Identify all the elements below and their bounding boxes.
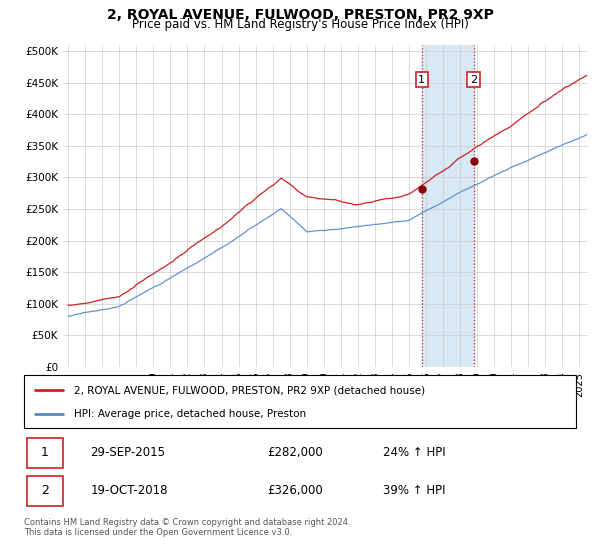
Text: £326,000: £326,000 xyxy=(267,484,323,497)
Bar xyxy=(27,438,62,468)
Text: HPI: Average price, detached house, Preston: HPI: Average price, detached house, Pres… xyxy=(74,408,306,418)
Text: 39% ↑ HPI: 39% ↑ HPI xyxy=(383,484,445,497)
Text: 1: 1 xyxy=(41,446,49,459)
Text: 2, ROYAL AVENUE, FULWOOD, PRESTON, PR2 9XP (detached house): 2, ROYAL AVENUE, FULWOOD, PRESTON, PR2 9… xyxy=(74,385,425,395)
Text: 1: 1 xyxy=(418,74,425,85)
Text: 19-OCT-2018: 19-OCT-2018 xyxy=(90,484,168,497)
Text: 24% ↑ HPI: 24% ↑ HPI xyxy=(383,446,445,459)
Text: 2: 2 xyxy=(470,74,478,85)
Text: 29-SEP-2015: 29-SEP-2015 xyxy=(90,446,165,459)
Text: Price paid vs. HM Land Registry's House Price Index (HPI): Price paid vs. HM Land Registry's House … xyxy=(131,18,469,31)
Text: £282,000: £282,000 xyxy=(267,446,323,459)
Bar xyxy=(422,45,474,367)
Text: Contains HM Land Registry data © Crown copyright and database right 2024.
This d: Contains HM Land Registry data © Crown c… xyxy=(24,518,350,538)
Text: 2, ROYAL AVENUE, FULWOOD, PRESTON, PR2 9XP: 2, ROYAL AVENUE, FULWOOD, PRESTON, PR2 9… xyxy=(107,8,493,22)
Bar xyxy=(27,475,62,506)
Text: 2: 2 xyxy=(41,484,49,497)
